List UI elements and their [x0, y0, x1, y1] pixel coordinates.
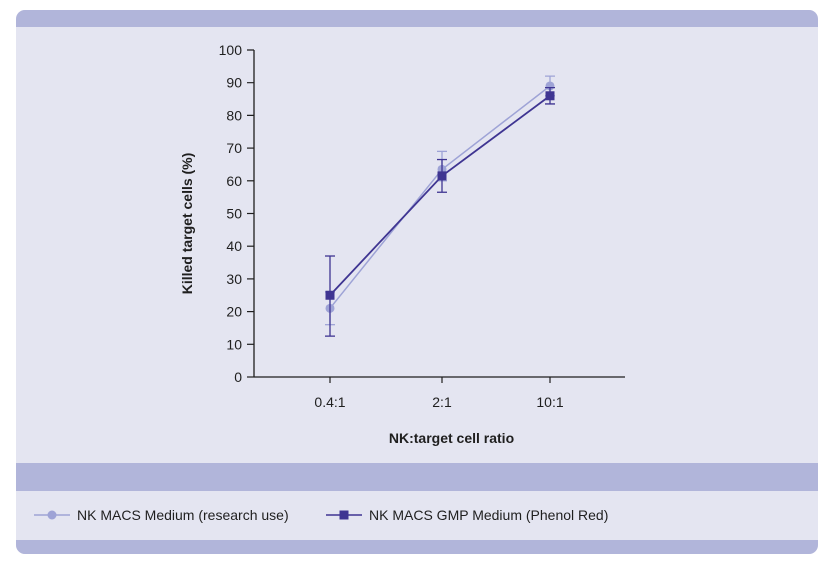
series-1-point-1: [437, 171, 447, 181]
series-1-point-0: [325, 290, 335, 300]
y-tick-label-5: 50: [226, 206, 242, 222]
y-tick-label-6: 60: [226, 173, 242, 189]
x-axis-title: NK:target cell ratio: [389, 430, 514, 446]
y-tick-label-10: 100: [219, 42, 243, 58]
y-tick-label-0: 0: [234, 369, 242, 385]
legend-item-research-medium: NK MACS Medium (research use): [34, 505, 289, 525]
y-tick-label-7: 70: [226, 140, 242, 156]
legend-square-marker-icon: [326, 510, 362, 520]
chart-svg: 0 10 20 30 40 50 60 70 80 90 100 0.4:1 2:1 10:1 NK:tar…: [179, 42, 625, 446]
x-tick-label-1: 2:1: [432, 394, 452, 410]
legend: NK MACS Medium (research use) NK MACS GM…: [16, 491, 818, 540]
bottom-band: [16, 540, 818, 554]
y-tick-label-3: 30: [226, 271, 242, 287]
y-tick-label-2: 20: [226, 304, 242, 320]
y-tick-label-9: 90: [226, 75, 242, 91]
legend-item-gmp-medium: NK MACS GMP Medium (Phenol Red): [326, 505, 608, 525]
x-tick-label-2: 10:1: [536, 394, 563, 410]
legend-label-gmp-medium: NK MACS GMP Medium (Phenol Red): [369, 507, 609, 523]
y-axis-title: Killed target cells (%): [179, 153, 195, 295]
top-band: [16, 10, 818, 27]
legend-label-research-medium: NK MACS Medium (research use): [77, 507, 289, 523]
chart-card: 0 10 20 30 40 50 60 70 80 90 100 0.4:1 2:1 10:1 NK:tar…: [16, 10, 818, 554]
series-1-point-2: [545, 91, 555, 101]
middle-band: [16, 463, 818, 491]
series-1-line: [329, 95, 551, 296]
y-tick-label-1: 10: [226, 336, 242, 352]
y-tick-label-4: 40: [226, 238, 242, 254]
legend-circle-marker-icon: [34, 510, 70, 520]
x-tick-label-0: 0.4:1: [314, 394, 345, 410]
y-tick-label-8: 80: [226, 107, 242, 123]
